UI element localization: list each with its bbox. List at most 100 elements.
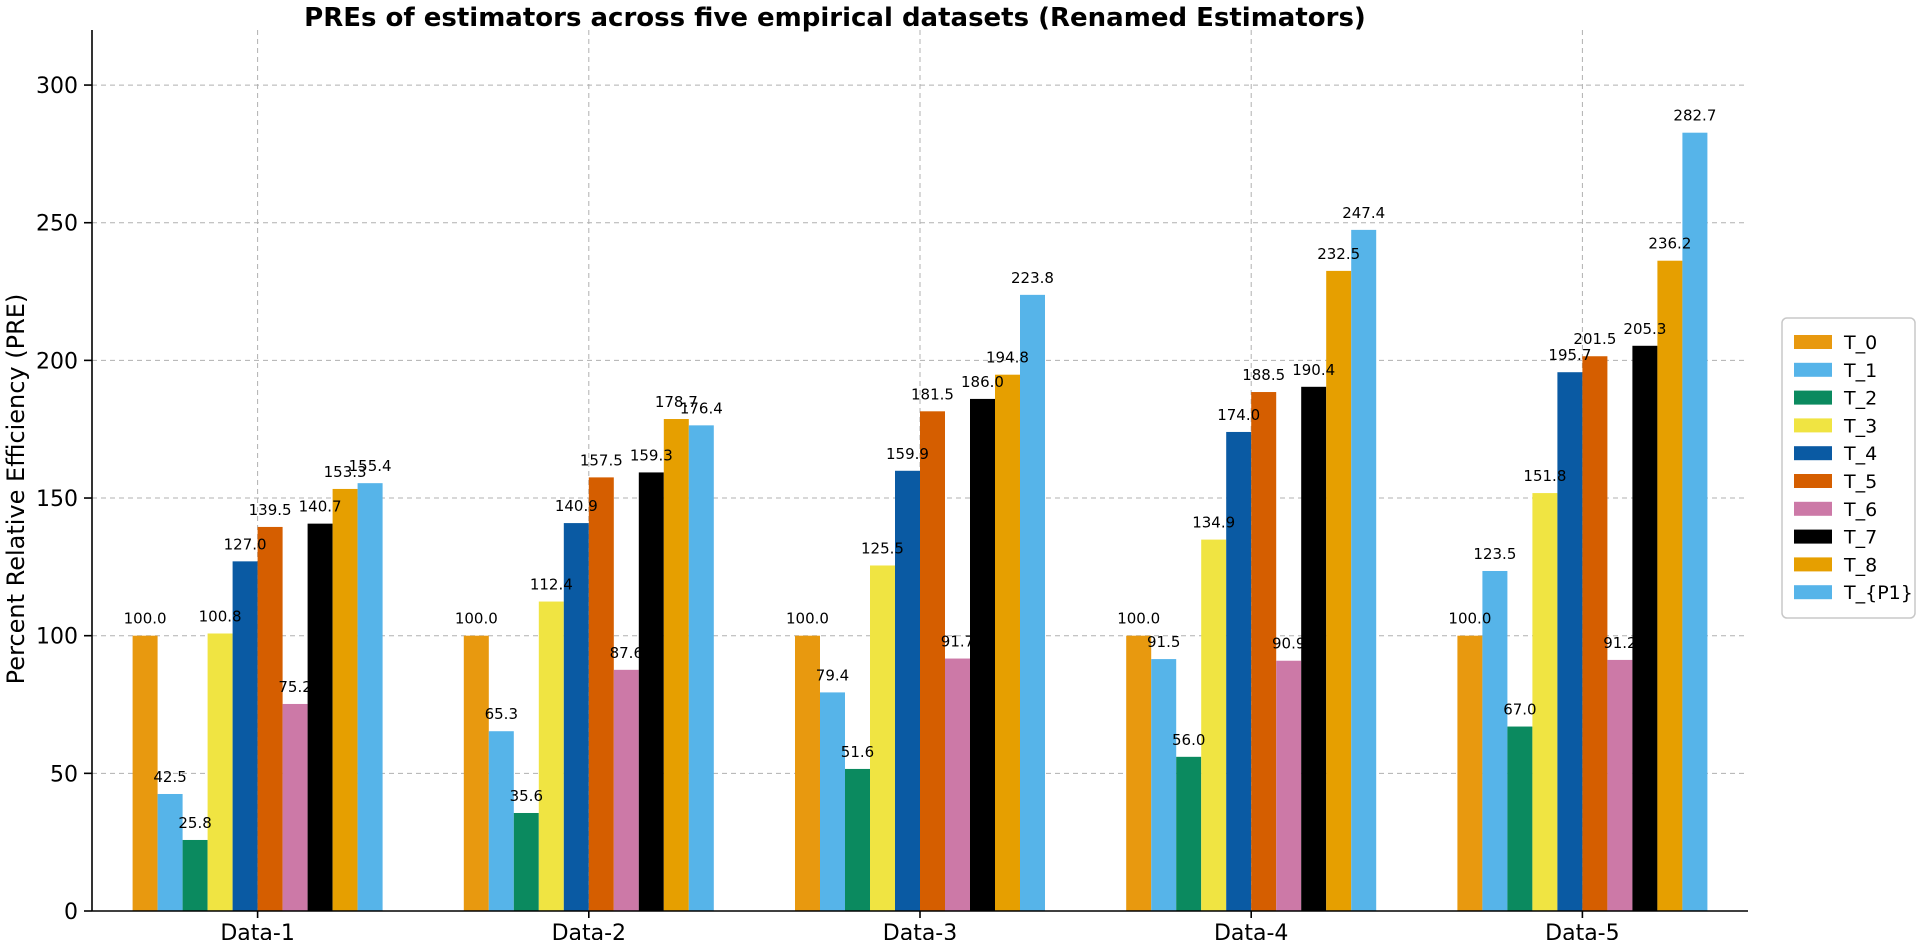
category-label: Data-3 bbox=[883, 921, 957, 940]
data-label: 195.7 bbox=[1548, 346, 1591, 364]
legend-swatch bbox=[1794, 585, 1832, 600]
bar bbox=[332, 488, 358, 911]
bar bbox=[538, 601, 564, 911]
y-tick-label: 0 bbox=[64, 900, 78, 925]
data-label: 159.9 bbox=[886, 445, 929, 463]
data-label: 87.6 bbox=[610, 644, 643, 662]
legend-swatch bbox=[1794, 446, 1832, 461]
bar bbox=[663, 419, 689, 911]
data-label: 100.0 bbox=[124, 610, 167, 628]
y-tick-label: 100 bbox=[36, 625, 78, 650]
legend-label: T_1 bbox=[1843, 360, 1877, 382]
legend-label: T_8 bbox=[1843, 554, 1877, 576]
y-axis-label: Percent Relative Efficiency (PRE) bbox=[2, 294, 30, 685]
data-label: 100.0 bbox=[1448, 610, 1491, 628]
legend-swatch bbox=[1794, 501, 1832, 516]
data-label: 51.6 bbox=[841, 743, 874, 761]
bar bbox=[795, 635, 820, 911]
data-label: 205.3 bbox=[1623, 320, 1666, 338]
data-labels: 100.0 100.0 100.0 100.0 100.0 42.5 65.3 79.4 91.… bbox=[124, 107, 1717, 832]
data-label: 153.3 bbox=[324, 463, 367, 481]
data-label: 100.0 bbox=[455, 610, 498, 628]
data-label: 75.2 bbox=[278, 678, 311, 696]
bar bbox=[1457, 635, 1483, 911]
data-label: 65.3 bbox=[485, 705, 518, 723]
data-label: 125.5 bbox=[861, 539, 904, 557]
legend-swatch bbox=[1794, 335, 1832, 349]
legend-swatch bbox=[1794, 474, 1832, 488]
data-label: 56.0 bbox=[1172, 731, 1205, 749]
data-label: 236.2 bbox=[1648, 235, 1691, 253]
y-tick-label: 200 bbox=[36, 349, 78, 374]
bar bbox=[1532, 493, 1558, 911]
data-label: 79.4 bbox=[816, 666, 849, 684]
legend-label: T_{P1} bbox=[1843, 582, 1913, 604]
data-label: 188.5 bbox=[1242, 366, 1285, 384]
bar bbox=[688, 425, 714, 911]
bar bbox=[588, 477, 614, 911]
bar bbox=[1126, 635, 1152, 911]
bar bbox=[157, 793, 183, 911]
data-label: 91.2 bbox=[1603, 634, 1636, 652]
y-tick-label: 150 bbox=[36, 487, 78, 512]
legend-label: T_2 bbox=[1843, 388, 1877, 410]
data-label: 134.9 bbox=[1192, 514, 1235, 532]
y-tick-label: 50 bbox=[50, 762, 78, 787]
bar bbox=[1151, 659, 1177, 911]
category-label: Data-4 bbox=[1214, 921, 1288, 940]
bar bbox=[182, 839, 208, 911]
category-label: Data-2 bbox=[552, 921, 626, 940]
data-label: 127.0 bbox=[224, 535, 267, 553]
data-label: 112.4 bbox=[530, 576, 573, 594]
bar bbox=[1632, 345, 1658, 911]
chart-title: PREs of estimators across five empirical… bbox=[304, 3, 1366, 33]
bar bbox=[1682, 132, 1708, 912]
bar bbox=[945, 658, 970, 911]
bar bbox=[257, 526, 283, 911]
bar bbox=[895, 470, 920, 911]
legend-label: T_5 bbox=[1843, 471, 1877, 493]
bar bbox=[1276, 660, 1302, 911]
bar bbox=[1201, 539, 1227, 911]
legend-label: T_7 bbox=[1843, 527, 1877, 549]
data-label: 181.5 bbox=[911, 385, 954, 403]
bar bbox=[1176, 756, 1202, 911]
bar bbox=[282, 703, 308, 911]
bar bbox=[463, 635, 489, 911]
legend-label: T_3 bbox=[1843, 415, 1877, 437]
legend-swatch bbox=[1794, 390, 1832, 405]
category-label: Data-1 bbox=[220, 921, 294, 940]
bar bbox=[1582, 356, 1608, 911]
bar bbox=[1482, 570, 1508, 911]
data-label: 232.5 bbox=[1317, 245, 1360, 263]
bar bbox=[232, 561, 258, 911]
bar bbox=[513, 812, 539, 911]
data-label: 100.8 bbox=[199, 607, 242, 625]
data-label: 223.8 bbox=[1011, 269, 1054, 287]
category-label: Data-5 bbox=[1545, 921, 1619, 940]
bar bbox=[1507, 726, 1533, 911]
data-label: 140.7 bbox=[299, 498, 342, 516]
bar bbox=[845, 768, 870, 911]
legend-label: T_4 bbox=[1843, 443, 1877, 465]
data-label: 157.5 bbox=[580, 451, 623, 469]
bar bbox=[357, 483, 383, 911]
bar bbox=[207, 633, 233, 911]
data-label: 151.8 bbox=[1523, 467, 1566, 485]
y-tick-label: 250 bbox=[36, 212, 78, 237]
data-label: 247.4 bbox=[1342, 204, 1385, 222]
data-label: 42.5 bbox=[153, 768, 186, 786]
y-tick-label: 300 bbox=[36, 74, 78, 99]
data-label: 140.9 bbox=[555, 497, 598, 515]
legend-label: T_0 bbox=[1843, 332, 1877, 354]
data-label: 282.7 bbox=[1673, 107, 1716, 125]
data-label: 90.9 bbox=[1272, 635, 1305, 653]
bar bbox=[613, 669, 639, 911]
data-label: 35.6 bbox=[510, 787, 543, 805]
data-label: 123.5 bbox=[1473, 545, 1516, 563]
data-label: 91.7 bbox=[941, 633, 974, 651]
bar bbox=[995, 374, 1020, 911]
data-label: 190.4 bbox=[1292, 361, 1335, 379]
legend: T_0 T_1 T_2 T_3 T_4 T_5 T_6 T_7 T_8 T_{P1} bbox=[1781, 317, 1916, 619]
bar bbox=[132, 635, 158, 911]
